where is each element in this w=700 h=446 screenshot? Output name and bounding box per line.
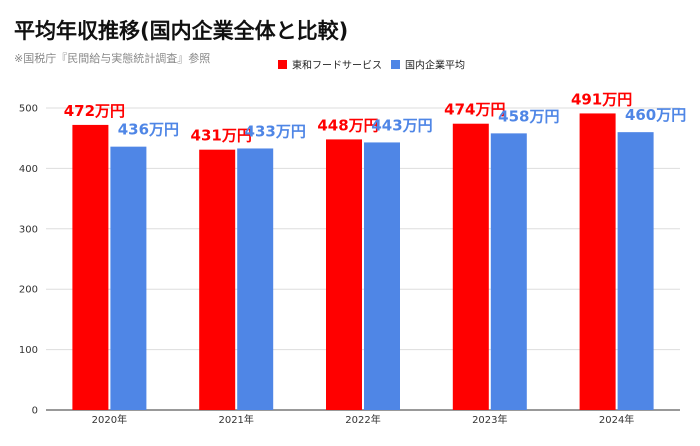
legend-swatch-0 <box>278 60 287 69</box>
y-axis: 0 100 200 300 400 500 <box>19 104 680 417</box>
bar-national-3 <box>490 133 527 411</box>
data-label-national-1: 433万円 <box>245 122 306 140</box>
data-label-national-4: 460万円 <box>625 106 686 124</box>
bar-national-0 <box>110 146 147 410</box>
bar-company-0 <box>72 124 109 411</box>
y-tick-label: 500 <box>19 104 38 115</box>
y-tick-label: 100 <box>19 345 38 356</box>
bars <box>72 113 654 411</box>
chart-title: 平均年収推移(国内企業全体と比較) <box>14 19 348 43</box>
legend-swatch-1 <box>391 60 400 69</box>
bar-company-2 <box>326 139 362 410</box>
x-tick-label: 2022年 <box>345 413 380 426</box>
bar-company-4 <box>579 113 616 410</box>
x-tick-label: 2023年 <box>472 413 507 426</box>
bar-national-2 <box>364 142 400 411</box>
data-label-national-2: 443万円 <box>371 116 432 134</box>
x-tick-label: 2024年 <box>599 413 634 426</box>
y-tick-label: 200 <box>19 285 38 296</box>
data-label-company-2: 448万円 <box>317 116 378 134</box>
data-label-company-1: 431万円 <box>191 127 252 145</box>
grid <box>46 107 680 351</box>
legend-label-1: 国内企業平均 <box>405 59 465 72</box>
x-tick-label: 2020年 <box>92 413 127 426</box>
chart-subtitle: ※国税庁『民間給与実態統計調査』参照 <box>14 51 210 65</box>
data-label-company-3: 474万円 <box>444 101 505 119</box>
x-tick-label: 2021年 <box>218 413 253 426</box>
data-label-national-0: 436万円 <box>118 121 179 139</box>
x-axis: 2020年 2021年 2022年 2023年 2024年 <box>92 413 635 426</box>
y-tick-label: 400 <box>19 164 38 175</box>
data-label-company-4: 491万円 <box>571 90 632 108</box>
y-tick-label: 300 <box>19 224 38 235</box>
bar-national-4 <box>617 132 654 410</box>
legend-label-0: 東和フードサービス <box>292 59 382 72</box>
data-label-company-0: 472万円 <box>64 102 125 120</box>
data-label-national-3: 458万円 <box>498 107 559 125</box>
legend: 東和フードサービス 国内企業平均 <box>278 59 465 72</box>
bar-national-1 <box>237 148 274 410</box>
y-tick-label: 0 <box>32 406 38 417</box>
bar-company-3 <box>452 123 489 410</box>
bar-company-1 <box>199 149 236 410</box>
